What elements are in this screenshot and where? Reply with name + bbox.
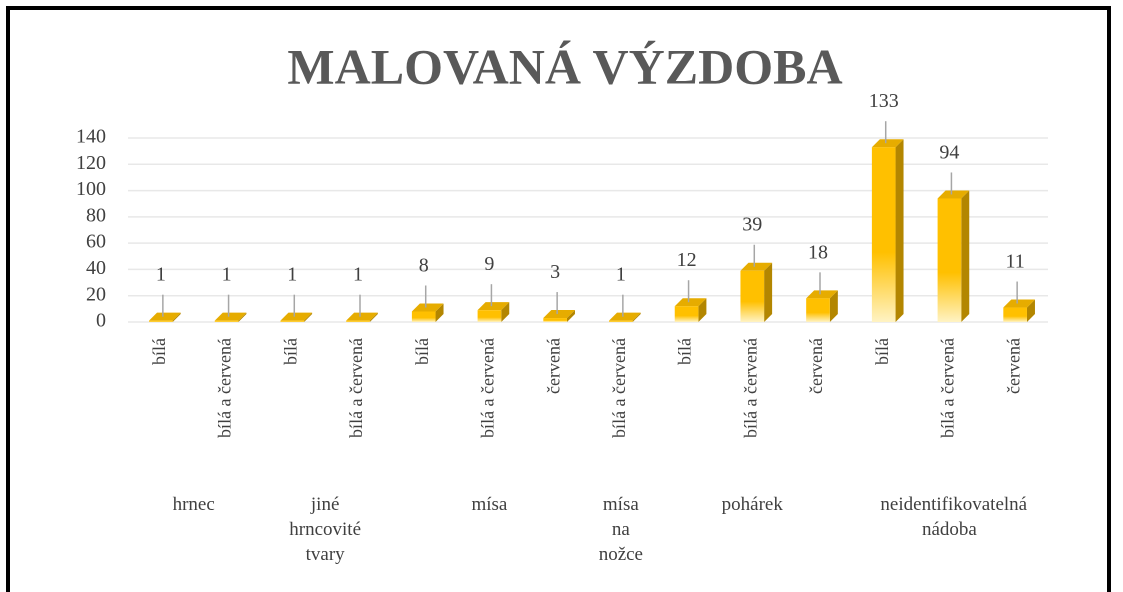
group-label: neidentifikovatelná nádoba (880, 494, 1028, 540)
bar-side (895, 139, 904, 322)
data-label: 3 (550, 261, 560, 283)
bar-side (698, 298, 707, 322)
data-label: 1 (353, 264, 363, 286)
y-tick-label: 120 (76, 152, 106, 174)
group-label: mísa (471, 494, 508, 515)
bar-top (214, 312, 247, 321)
data-label: 39 (742, 214, 762, 236)
y-tick-label: 40 (86, 257, 106, 279)
y-tick-label: 60 (86, 231, 106, 253)
y-tick-label: 140 (76, 126, 106, 148)
x-tick-label: bílá (412, 338, 432, 365)
x-tick-label: bílá a červená (609, 338, 629, 438)
bar (346, 320, 370, 322)
x-tick-label: bílá a červená (215, 338, 235, 438)
group-label: pohárek (721, 494, 783, 515)
bar-top (806, 290, 838, 299)
bar-side (632, 312, 641, 322)
bar (214, 320, 239, 322)
x-tick-label: bílá a červená (740, 338, 760, 438)
bar-side (566, 310, 575, 322)
bar (937, 198, 962, 322)
x-tick-label: červená (543, 338, 563, 394)
group-label: mísa na nožce (598, 494, 643, 565)
bar-side (435, 303, 444, 322)
chart-title: MALOVANÁ VÝZDOBA (287, 38, 842, 94)
bar-side (172, 312, 181, 322)
data-label: 1 (616, 264, 626, 286)
bar-top (609, 312, 641, 321)
bar (806, 298, 830, 322)
bar-top (411, 303, 444, 312)
bar (871, 147, 896, 322)
y-tick-label: 80 (86, 204, 106, 226)
x-tick-label: bílá (872, 338, 892, 365)
bar (609, 320, 633, 322)
bar-top (280, 312, 313, 321)
x-tick-label: bílá a červená (938, 338, 958, 438)
x-tick-label: bílá a červená (346, 338, 366, 438)
bar (280, 320, 305, 322)
bar-side (1026, 299, 1035, 322)
y-tick-label: 100 (76, 178, 106, 200)
data-label: 1 (156, 264, 166, 286)
data-label: 18 (808, 241, 828, 263)
bar (411, 311, 436, 322)
bar-top (937, 190, 970, 199)
bar-top (1003, 299, 1035, 308)
group-label: hrnec (172, 494, 215, 515)
x-tick-label: bílá (675, 338, 695, 365)
bar-top (543, 310, 575, 319)
data-label: 9 (484, 253, 494, 275)
bar-side (501, 302, 510, 322)
bar-top (674, 298, 707, 307)
bar-side (961, 190, 970, 322)
bar-side (829, 290, 838, 322)
bar-top (149, 312, 181, 321)
group-label: jiné hrncovité tvary (289, 494, 362, 565)
bar (543, 318, 567, 322)
bar-side (304, 312, 313, 322)
bar-top (871, 139, 904, 148)
data-label: 133 (869, 90, 899, 112)
chart-frame (6, 6, 1111, 592)
bar-side (764, 262, 773, 322)
x-tick-label: červená (1003, 338, 1023, 394)
bar (740, 270, 765, 322)
data-label: 94 (939, 141, 959, 163)
y-tick-label: 20 (86, 283, 106, 305)
bar (477, 310, 502, 322)
bar (674, 306, 699, 322)
x-tick-label: bílá (149, 338, 169, 365)
bar (149, 320, 173, 322)
data-label: 11 (1006, 251, 1025, 273)
bar-side (238, 312, 247, 322)
bar-side (369, 312, 378, 322)
data-label: 1 (287, 264, 297, 286)
x-tick-label: červená (806, 338, 826, 394)
bar-top (740, 262, 773, 271)
bar-top (346, 312, 378, 321)
x-tick-label: bílá a červená (478, 338, 498, 438)
x-tick-label: bílá (280, 338, 300, 365)
y-tick-label: 0 (96, 310, 106, 332)
bar-top (477, 302, 510, 311)
data-label: 1 (222, 264, 232, 286)
bar (1003, 307, 1027, 322)
data-label: 8 (419, 254, 429, 276)
data-label: 12 (677, 249, 697, 271)
